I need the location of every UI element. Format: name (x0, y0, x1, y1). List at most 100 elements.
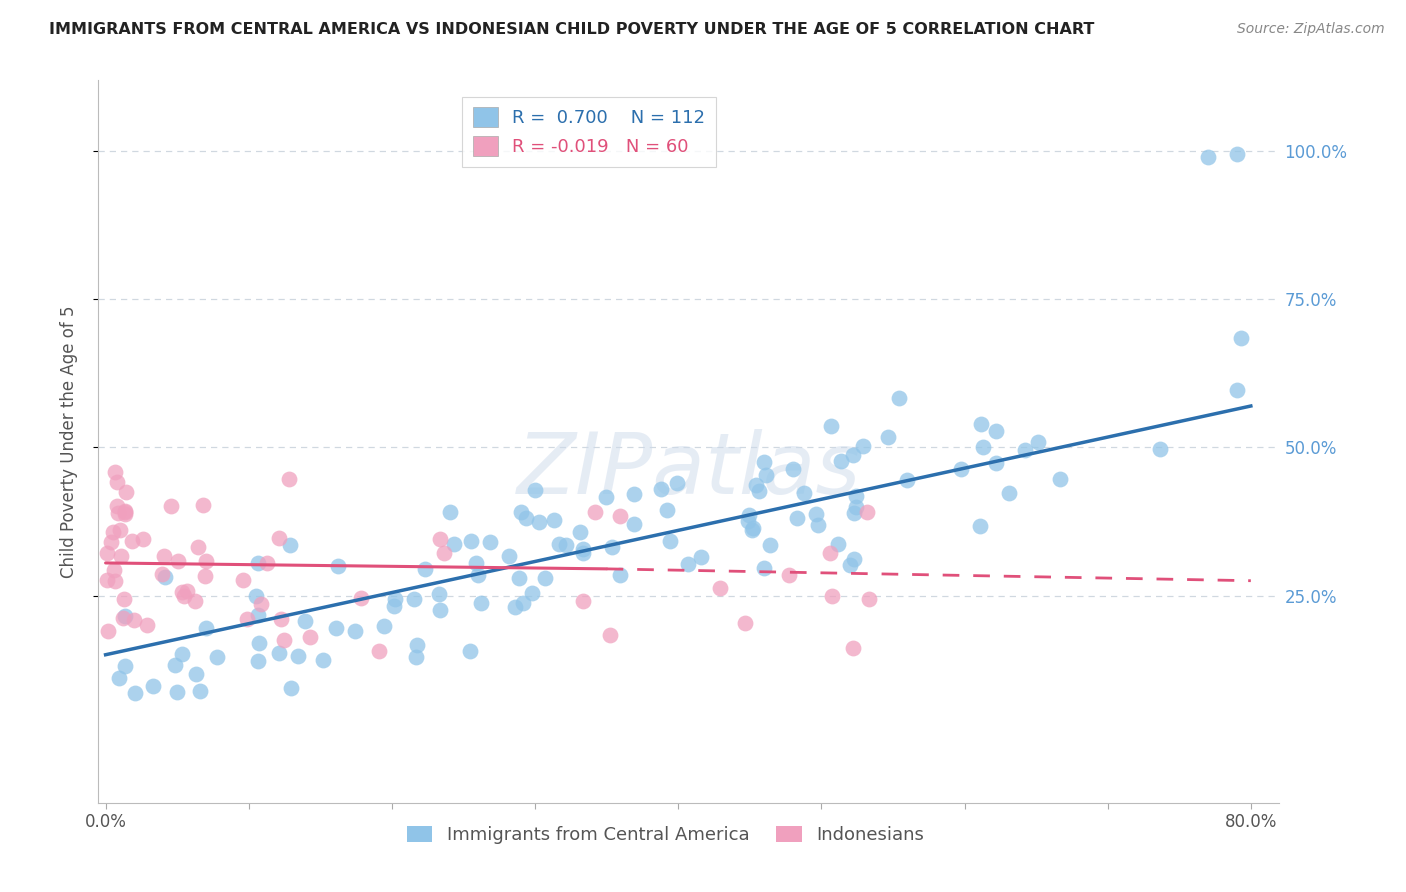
Point (256, 556, 278, 570)
Point (609, 508, 631, 523)
Point (269, 646, 291, 660)
Point (294, 614, 316, 628)
Point (734, 615, 756, 630)
Point (184, 594, 207, 608)
Point (429, 602, 451, 616)
Point (122, 613, 145, 627)
Point (509, 505, 531, 519)
Point (755, 467, 778, 482)
Point (170, 585, 193, 599)
Point (311, 653, 333, 667)
Point (856, 505, 879, 519)
Point (287, 648, 309, 663)
Point (184, 666, 207, 681)
Point (821, 589, 844, 603)
Point (112, 592, 135, 607)
Point (460, 534, 482, 549)
Point (443, 537, 465, 551)
Point (163, 657, 186, 672)
Point (1197, 150, 1219, 164)
Point (571, 546, 593, 560)
Point (841, 449, 863, 463)
Point (877, 430, 900, 444)
Point (623, 486, 645, 500)
Point (121, 533, 143, 548)
Point (949, 461, 972, 475)
Point (105, 475, 128, 490)
Point (166, 684, 188, 698)
Point (778, 567, 800, 582)
Point (458, 644, 481, 658)
Point (1225, 147, 1247, 161)
Point (367, 644, 389, 658)
Point (659, 533, 682, 548)
Point (478, 535, 501, 549)
Point (267, 531, 290, 545)
Point (970, 417, 993, 431)
Point (96, 573, 118, 587)
Point (534, 571, 557, 585)
Point (887, 391, 910, 405)
Point (527, 515, 550, 529)
Point (818, 546, 841, 560)
Point (105, 499, 128, 513)
Text: ZIPatlas: ZIPatlas (517, 429, 860, 512)
Point (114, 658, 136, 673)
Point (103, 465, 125, 479)
Point (427, 587, 450, 601)
Point (984, 456, 1007, 470)
Point (548, 536, 571, 550)
Point (666, 476, 689, 491)
Text: IMMIGRANTS FROM CENTRAL AMERICA VS INDONESIAN CHILD POVERTY UNDER THE AGE OF 5 C: IMMIGRANTS FROM CENTRAL AMERICA VS INDON… (49, 22, 1095, 37)
Point (709, 581, 731, 595)
Point (852, 439, 875, 453)
Point (373, 619, 395, 633)
Point (972, 441, 994, 455)
Point (247, 636, 270, 650)
Point (278, 538, 301, 552)
Point (467, 568, 489, 582)
Point (112, 611, 135, 625)
Point (842, 506, 865, 520)
Point (498, 549, 520, 563)
Point (741, 523, 763, 537)
Point (470, 596, 492, 610)
Point (738, 508, 761, 522)
Point (298, 630, 321, 644)
Point (554, 538, 576, 552)
Point (754, 455, 776, 469)
Point (176, 584, 198, 599)
Point (273, 632, 295, 647)
Point (998, 486, 1021, 500)
Point (270, 612, 292, 626)
Point (246, 654, 269, 668)
Point (153, 570, 176, 584)
Point (170, 647, 193, 661)
Point (249, 597, 271, 611)
Point (1230, 330, 1253, 344)
Point (232, 573, 254, 587)
Point (108, 671, 131, 685)
Point (1014, 443, 1036, 458)
Point (207, 649, 229, 664)
Point (595, 491, 617, 505)
Point (572, 594, 595, 608)
Point (657, 502, 679, 516)
Point (150, 567, 173, 582)
Point (402, 591, 425, 606)
Point (1149, 442, 1171, 457)
Point (793, 486, 815, 500)
Point (690, 550, 713, 565)
Point (405, 650, 427, 665)
Point (807, 517, 830, 532)
Point (439, 505, 461, 519)
Point (103, 563, 125, 577)
Point (896, 474, 918, 488)
Point (173, 589, 195, 603)
Point (623, 516, 645, 531)
Point (600, 541, 623, 555)
Point (984, 424, 1007, 438)
Point (188, 684, 211, 698)
Y-axis label: Child Poverty Under the Age of 5: Child Poverty Under the Age of 5 (59, 305, 77, 578)
Point (194, 568, 217, 582)
